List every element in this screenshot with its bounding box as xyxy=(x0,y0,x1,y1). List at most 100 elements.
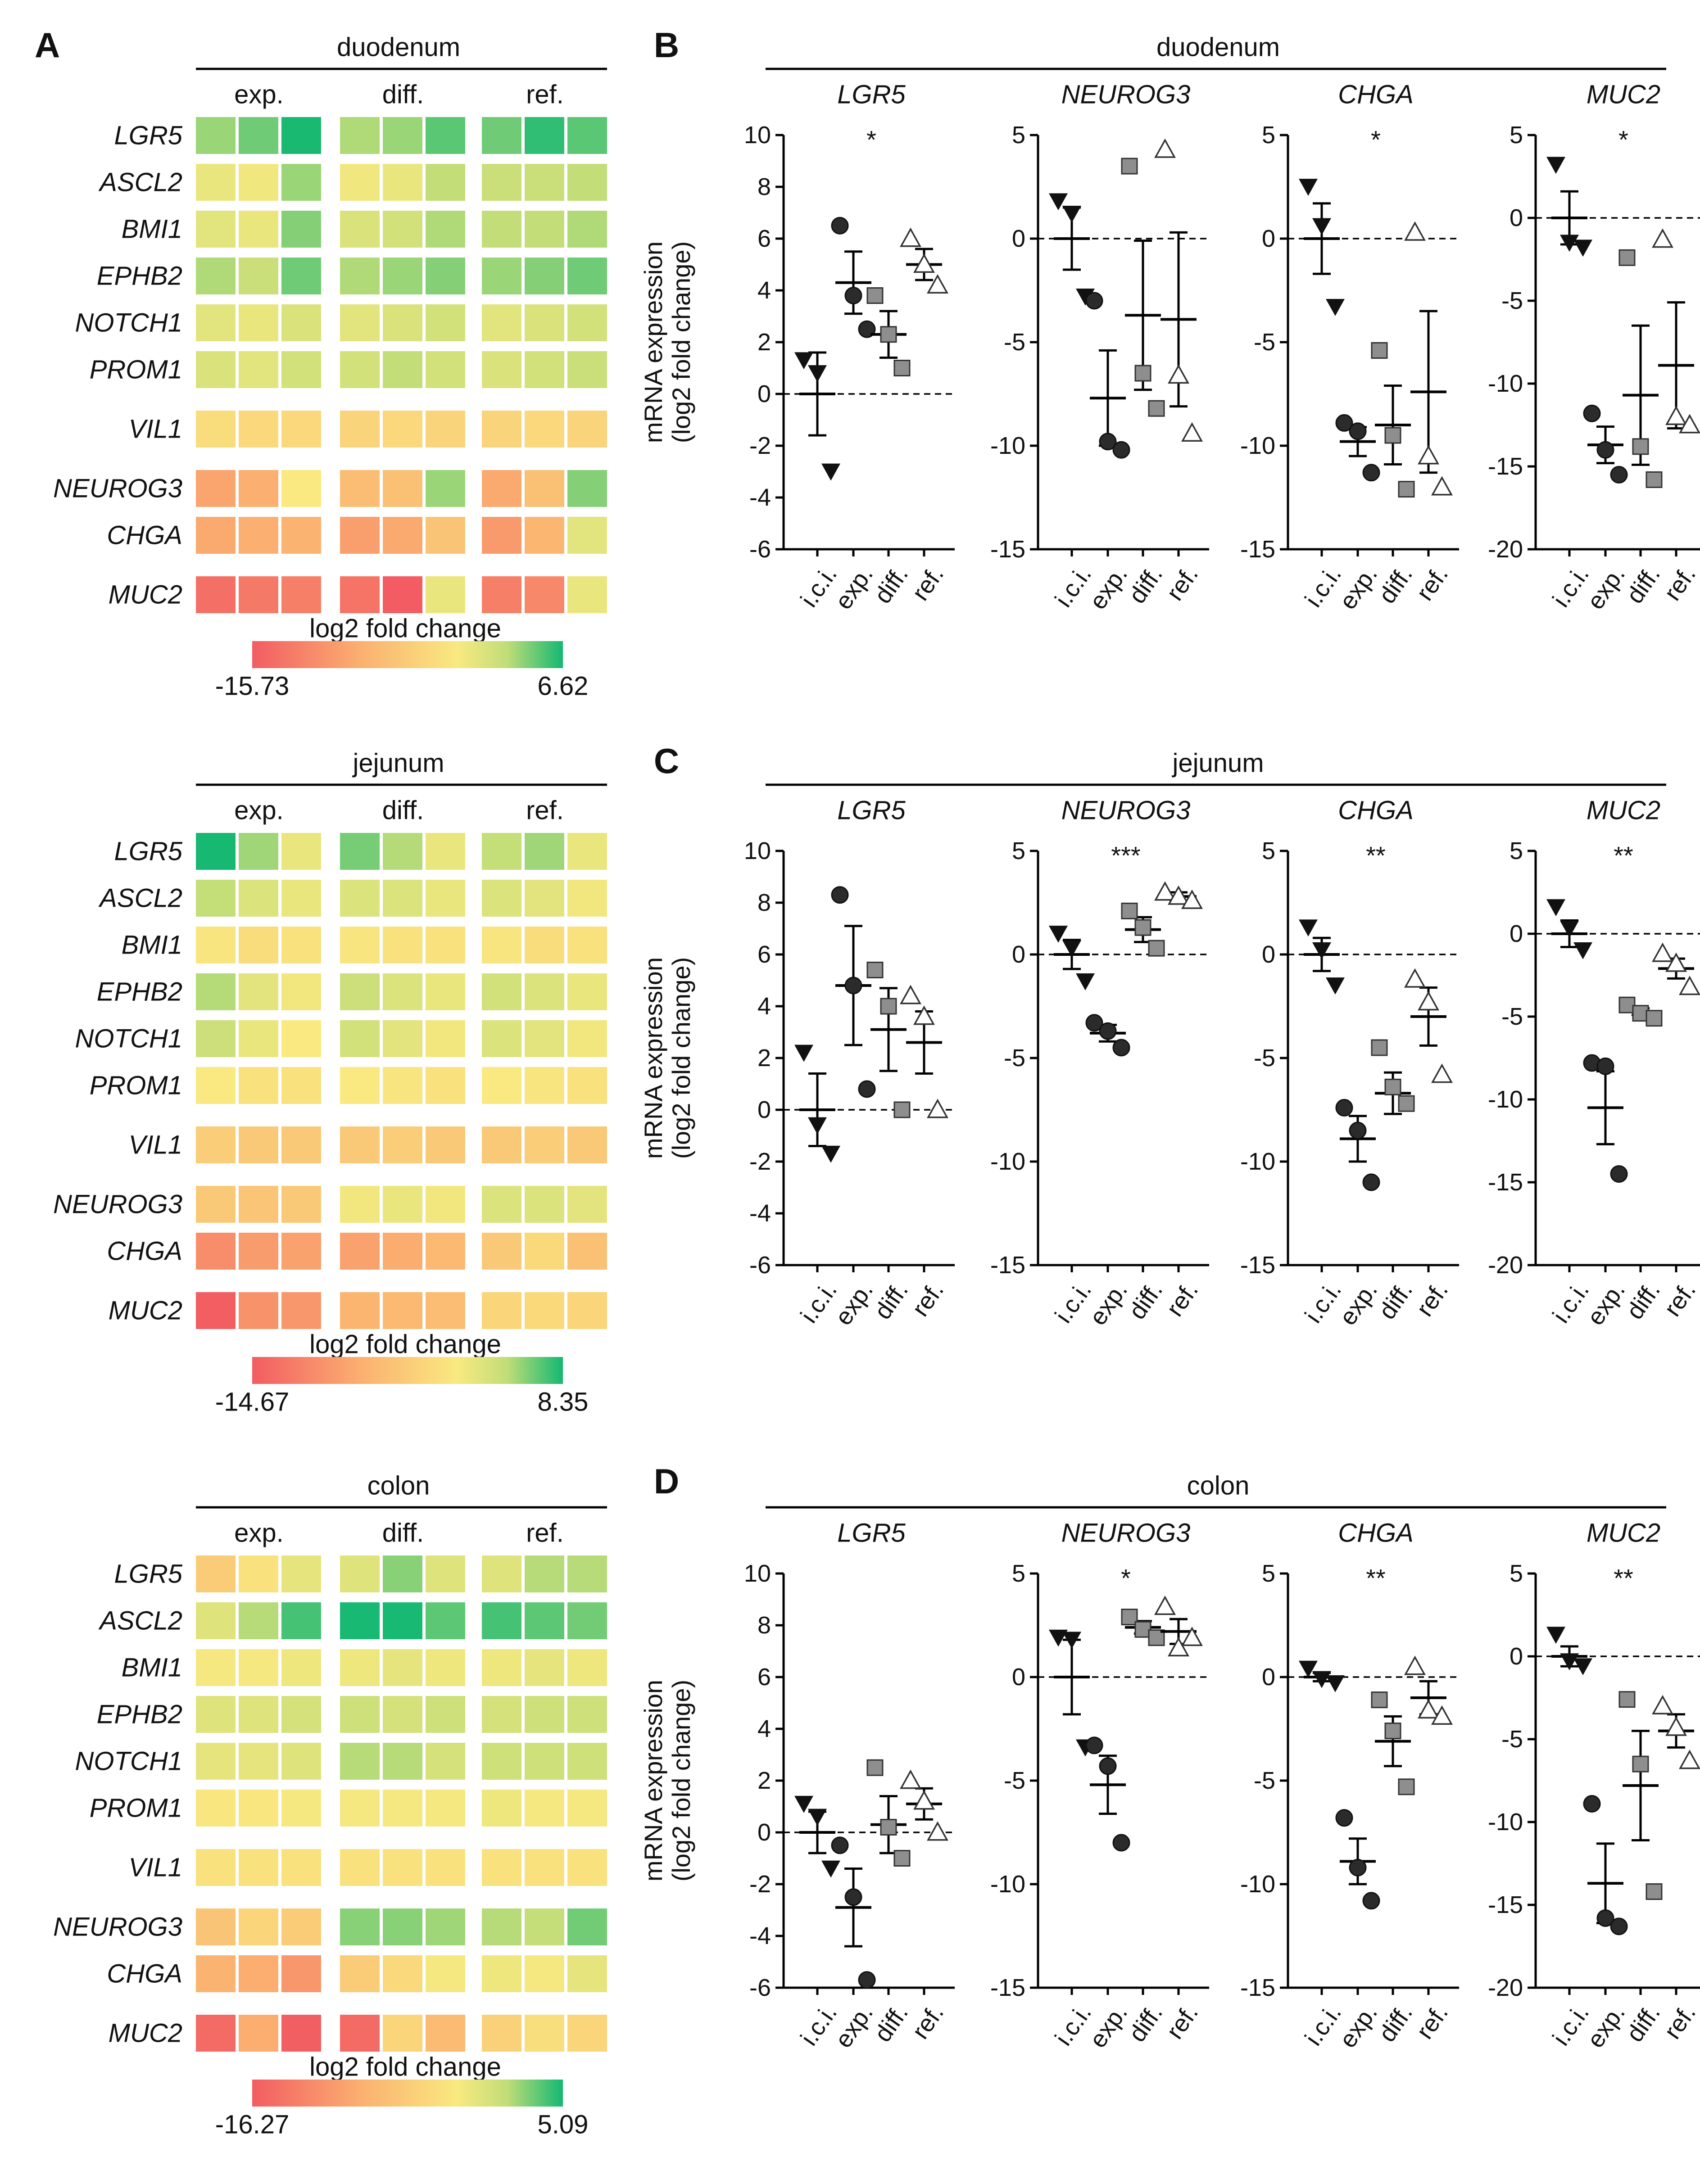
x-tick-label: ref. xyxy=(1659,561,1700,605)
heatmap-cell xyxy=(239,211,278,248)
heatmap-group-label: exp. xyxy=(234,1519,284,1548)
marker-circle xyxy=(1335,1809,1353,1827)
heatmap-cell xyxy=(340,576,380,613)
panel-letter-d: D xyxy=(654,1461,679,1501)
y-axis-label: mRNA expression(log2 fold change) xyxy=(639,241,695,443)
marker-down-triangle xyxy=(1299,919,1318,937)
marker-down-triangle xyxy=(821,1860,840,1878)
heatmap-cell xyxy=(525,2015,564,2052)
x-tick-label: ref. xyxy=(1411,561,1453,605)
y-tick-label: -5 xyxy=(1501,287,1523,314)
y-tick-label: -10 xyxy=(990,1148,1025,1175)
heatmap-cell xyxy=(426,576,465,613)
marker-circle xyxy=(1085,292,1103,310)
marker-open-triangle xyxy=(927,1821,948,1841)
heatmap-cell xyxy=(383,304,422,341)
heatmap-cell xyxy=(239,1849,278,1886)
marker-circle xyxy=(1583,1795,1601,1813)
marker-open-triangle xyxy=(1418,445,1439,465)
subplot-gene-title: LGR5 xyxy=(837,1519,906,1548)
subplot-gene-title: CHGA xyxy=(1338,796,1414,825)
y-tick-label: 10 xyxy=(744,837,771,864)
marker-down-triangle xyxy=(1546,157,1565,174)
y-tick-label: 5 xyxy=(1012,1560,1025,1587)
heatmap-cell xyxy=(281,1790,321,1827)
heatmap-group-label: exp. xyxy=(234,80,284,109)
heatmap-cell xyxy=(340,1908,380,1945)
marker-down-triangle xyxy=(808,1809,827,1826)
heatmap-gene-label: VIL1 xyxy=(129,1130,182,1160)
heatmap-cell xyxy=(482,1955,521,1992)
heatmap-cell xyxy=(525,117,564,154)
heatmap-cell xyxy=(340,470,380,507)
heatmap-cell xyxy=(426,1555,465,1592)
significance-marker: ** xyxy=(1366,1564,1386,1592)
heatmap-cell xyxy=(383,211,422,248)
panel-letter-c: C xyxy=(654,741,679,781)
heatmap-cell xyxy=(482,1292,521,1329)
x-tick-label: exp. xyxy=(1582,1277,1631,1330)
heatmap-cell xyxy=(525,1908,564,1945)
y-tick-label: -15 xyxy=(990,1974,1025,2001)
x-tick-label: i.c.i. xyxy=(1547,1999,1594,2050)
heatmap-cell xyxy=(196,973,236,1010)
subplot-gene-title: NEUROG3 xyxy=(1061,796,1191,825)
y-tick-label: -15 xyxy=(1240,1252,1275,1279)
y-tick-label: 0 xyxy=(757,380,771,407)
marker-circle xyxy=(1610,1917,1628,1935)
y-tick-label: -10 xyxy=(1488,370,1523,397)
y-tick-label: 4 xyxy=(757,277,771,304)
heatmap-cell xyxy=(482,927,521,963)
significance-marker: ** xyxy=(1366,841,1386,870)
subplot-gene-title: MUC2 xyxy=(1587,80,1660,109)
x-tick-label: ref. xyxy=(1411,1277,1453,1321)
heatmap-cell xyxy=(567,1696,607,1733)
y-tick-label: -5 xyxy=(1254,1767,1275,1794)
heatmap-cell xyxy=(281,211,321,248)
heatmap-cell xyxy=(525,1126,564,1163)
heatmap-cell xyxy=(426,211,465,248)
heatmap-cell xyxy=(383,1233,422,1270)
y-tick-label: 10 xyxy=(744,122,771,149)
x-tick-label: i.c.i. xyxy=(1300,1277,1346,1328)
y-tick-label: -5 xyxy=(1004,329,1025,356)
y-tick-label: -5 xyxy=(1501,1726,1523,1753)
heatmap-cell xyxy=(525,411,564,448)
y-tick-label: -4 xyxy=(749,1200,771,1227)
heatmap-cell xyxy=(525,1849,564,1886)
marker-circle xyxy=(1349,1121,1367,1139)
heatmap-gene-label: MUC2 xyxy=(109,580,182,610)
heatmap-cell xyxy=(239,304,278,341)
heatmap-cell xyxy=(426,880,465,917)
heatmap-cell xyxy=(567,1555,607,1592)
heatmap-cell xyxy=(239,1233,278,1270)
x-tick-label: diff. xyxy=(1374,1999,1418,2047)
subplot-chga: CHGA 5 0 -5 -10 -15 * i.c.i.exp.diff.ref. xyxy=(1240,80,1459,615)
heatmap-cell xyxy=(567,1067,607,1104)
marker-down-triangle xyxy=(1312,942,1331,959)
heatmap-cell xyxy=(383,1067,422,1104)
marker-down-triangle xyxy=(1312,218,1331,235)
heatmap-cell xyxy=(196,211,236,248)
heatmap-cell xyxy=(239,1292,278,1329)
heatmap-cell xyxy=(383,1696,422,1733)
heatmap-cell xyxy=(239,517,278,554)
heatmap-cell xyxy=(281,470,321,507)
colorbar-max-label: 5.09 xyxy=(538,2110,589,2139)
marker-open-triangle xyxy=(1431,476,1453,496)
heatmap-cell xyxy=(196,1233,236,1270)
heatmap-cell xyxy=(482,1849,521,1886)
scatter-panel-title: jejunum xyxy=(1171,749,1264,778)
heatmap-cell xyxy=(196,1849,236,1886)
heatmap-cell xyxy=(239,2015,278,2052)
x-tick-label: i.c.i. xyxy=(1050,1277,1097,1328)
marker-down-triangle xyxy=(1299,1660,1318,1678)
y-tick-label: 0 xyxy=(1262,941,1275,968)
heatmap-cell xyxy=(567,1743,607,1780)
heatmap-gene-label: ASCL2 xyxy=(98,1606,182,1636)
heatmap-cell xyxy=(281,1233,321,1270)
heatmap-cell xyxy=(281,1292,321,1329)
heatmap-cell xyxy=(567,411,607,448)
y-tick-label: 8 xyxy=(757,889,771,916)
colorbar-max-label: 8.35 xyxy=(538,1388,589,1417)
